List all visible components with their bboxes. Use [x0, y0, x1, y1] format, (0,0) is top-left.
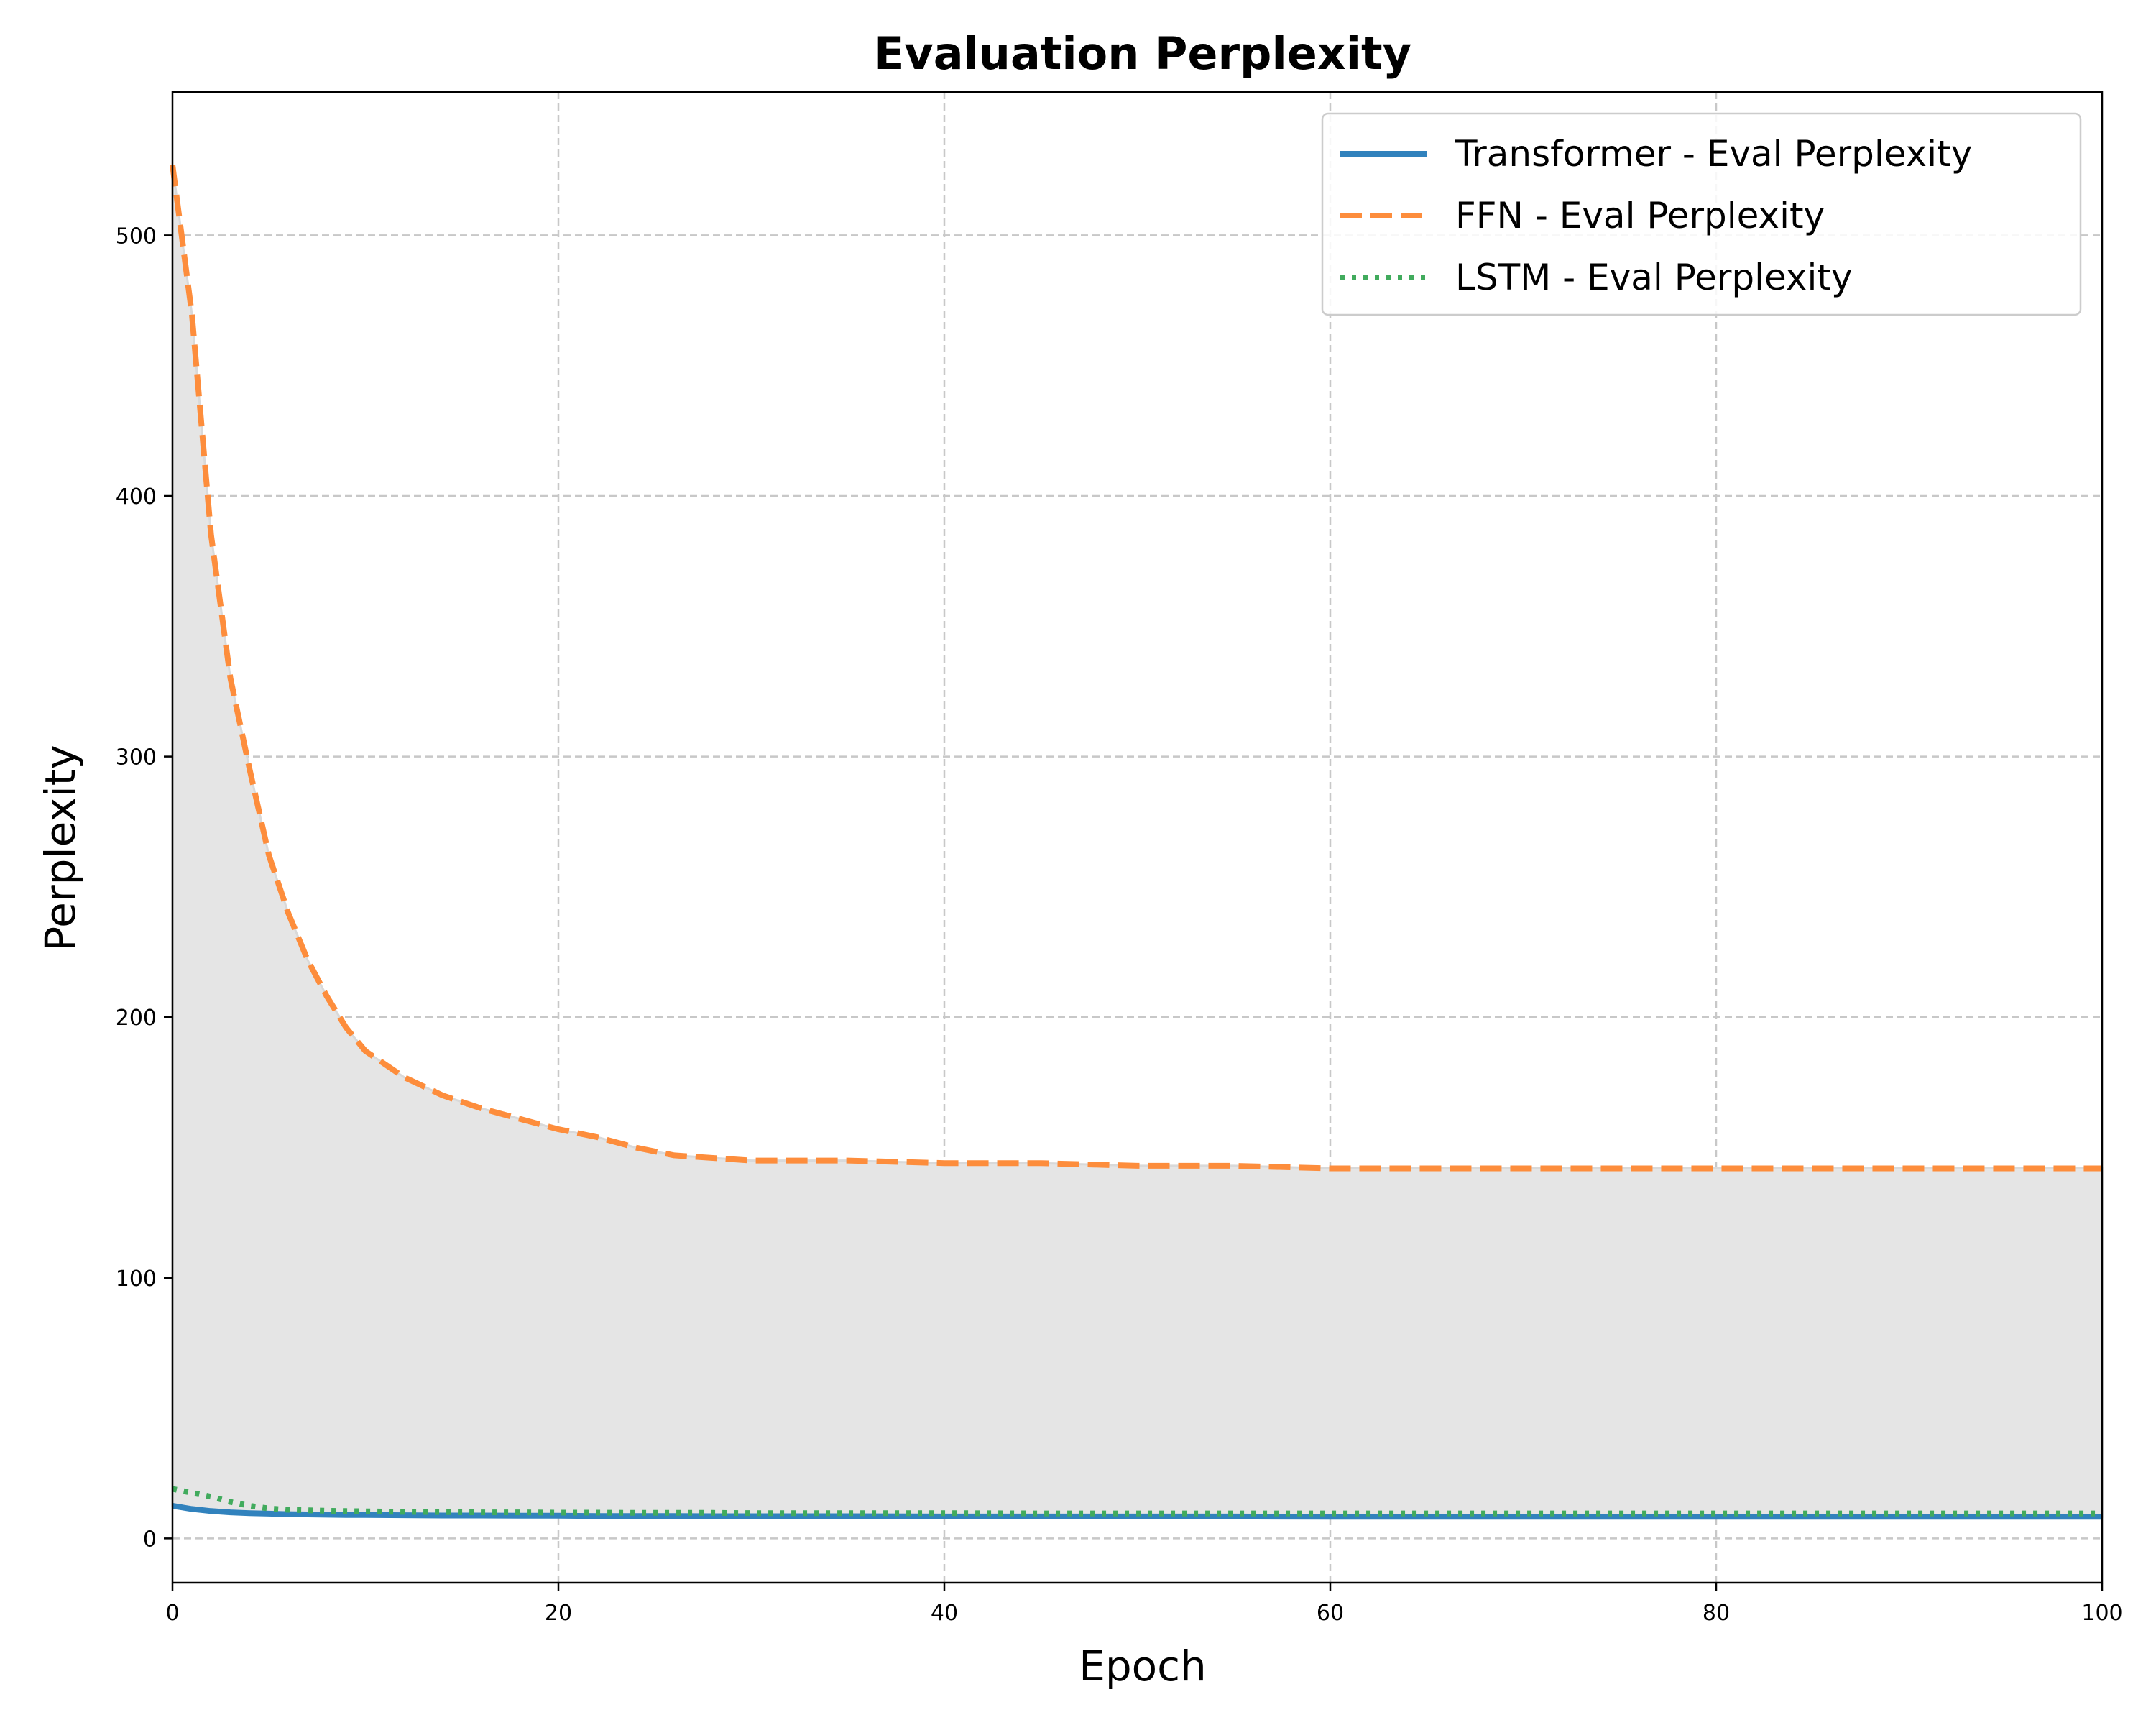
- y-axis-label: Perplexity: [36, 745, 85, 952]
- y-tick-label: 300: [116, 745, 157, 770]
- x-tick-label: 0: [165, 1601, 179, 1626]
- chart-title: Evaluation Perplexity: [874, 27, 1411, 80]
- legend-label-2: LSTM - Eval Perplexity: [1455, 257, 1853, 298]
- plot-frame: [171, 91, 2104, 1584]
- y-tick-label: 500: [116, 224, 157, 249]
- x-tick-label: 100: [2081, 1601, 2122, 1626]
- legend: Transformer - Eval Perplexity FFN - Eval …: [1321, 112, 2082, 316]
- plot-area: 0 20 40 60 80 100 0 100 200 300 400 500 Transformer …: [116, 91, 2123, 1626]
- x-tick-label: 20: [545, 1601, 572, 1626]
- y-tick-label: 200: [116, 1006, 157, 1031]
- y-tick-label: 0: [143, 1527, 157, 1552]
- y-tick-label: 400: [116, 484, 157, 510]
- series-line-1: [170, 164, 2102, 1172]
- y-tick-label: 100: [116, 1266, 157, 1292]
- x-tick-label: 80: [1703, 1601, 1730, 1626]
- series-line-0: [172, 1503, 2102, 1520]
- legend-label-0: Transformer - Eval Perplexity: [1455, 133, 1972, 175]
- legend-box: [1321, 112, 2082, 316]
- x-tick-label: 40: [931, 1601, 958, 1626]
- legend-label-1: FFN - Eval Perplexity: [1455, 195, 1825, 236]
- x-axis-label: Epoch: [1079, 1642, 1207, 1690]
- x-tick-label: 60: [1317, 1601, 1344, 1626]
